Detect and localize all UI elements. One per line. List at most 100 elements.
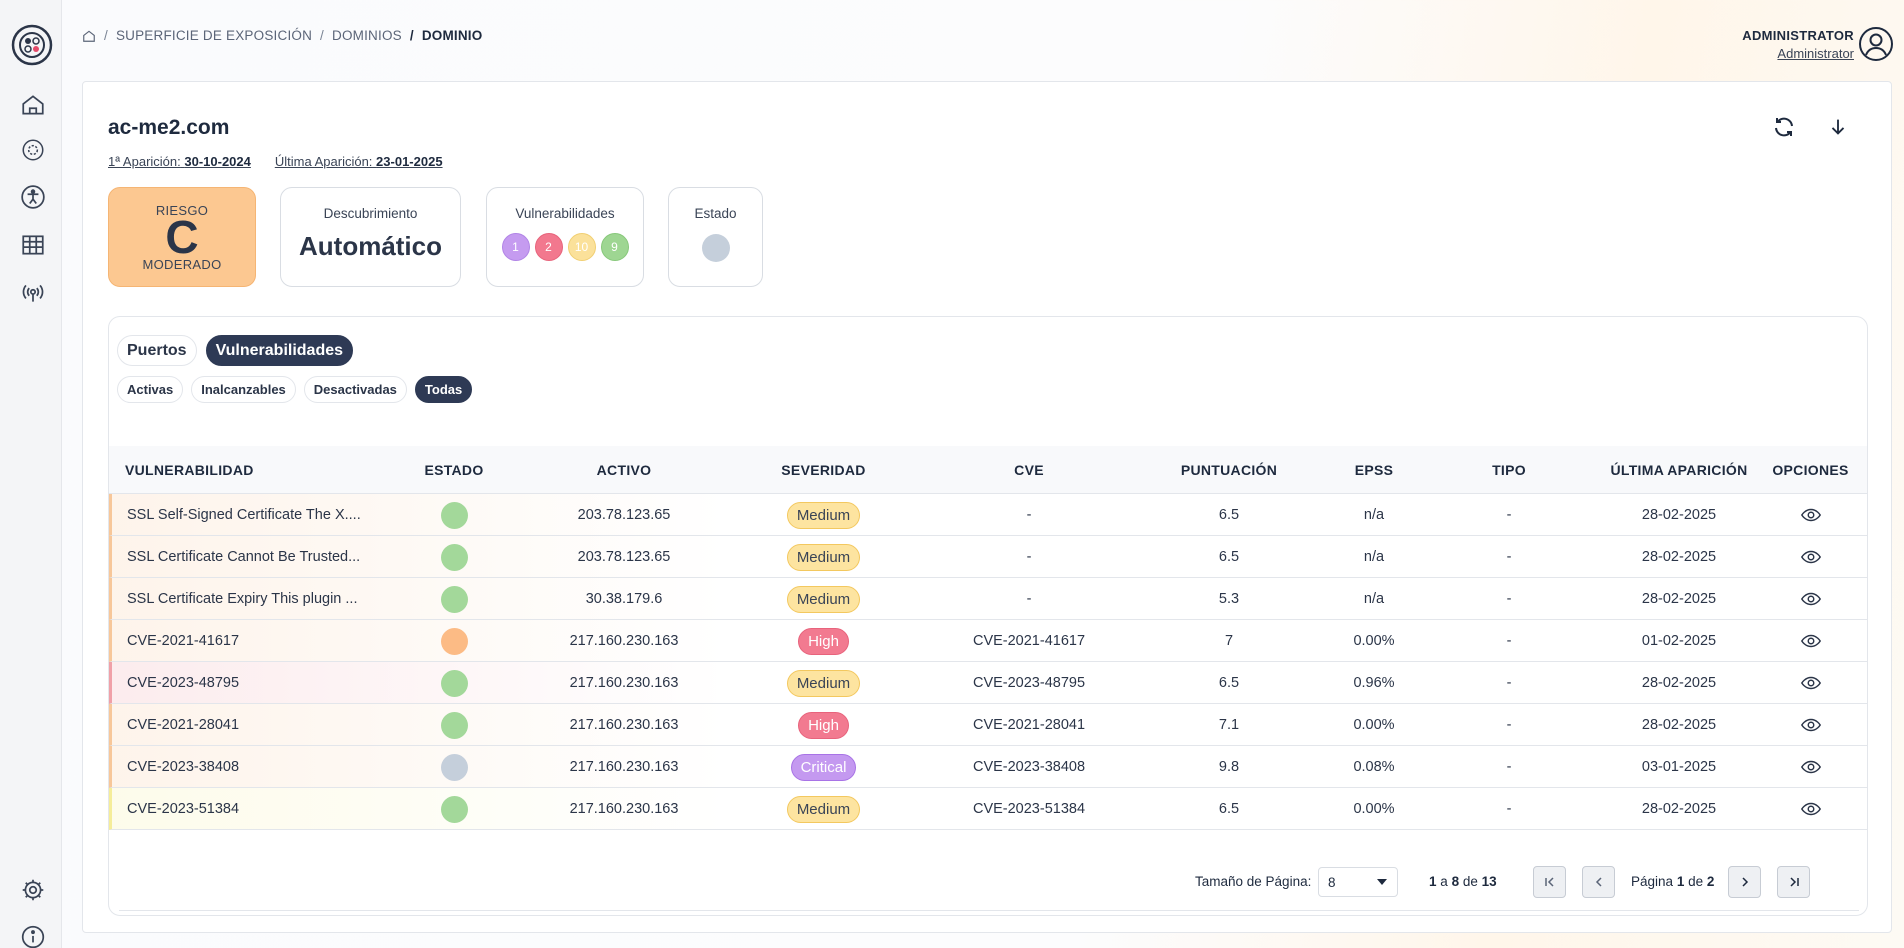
table-cell — [399, 788, 509, 830]
next-page-icon[interactable] — [1728, 866, 1761, 898]
eye-icon[interactable] — [1800, 714, 1822, 736]
table-cell — [1763, 620, 1858, 662]
eye-icon[interactable] — [1800, 630, 1822, 652]
page-size-select[interactable]: 8 — [1318, 867, 1398, 897]
accessibility-icon[interactable] — [20, 184, 46, 210]
range-from: 1 — [1429, 874, 1437, 889]
eye-icon[interactable] — [1800, 588, 1822, 610]
eye-icon[interactable] — [1800, 756, 1822, 778]
vulnerability-count-badge: 10 — [567, 233, 596, 261]
column-header: OPCIONES — [1772, 462, 1849, 478]
table-icon[interactable] — [20, 232, 46, 258]
filter-activas[interactable]: Activas — [117, 376, 184, 403]
table-cell — [399, 536, 509, 578]
discovery-label: Descubrimiento — [323, 206, 418, 221]
table-row[interactable]: CVE-2021-28041 217.160.230.163 High CVE-202… — [109, 704, 1867, 746]
user-role-link[interactable]: Administrator — [1777, 46, 1854, 61]
home-icon[interactable] — [20, 92, 46, 118]
domain-card: ac-me2.com 1ª Aparición: 30-10-2024 Últi… — [82, 81, 1892, 933]
first-page-icon[interactable] — [1533, 866, 1566, 898]
table-cell: SSL Self-Signed Certificate The X.... — [127, 507, 361, 523]
refresh-icon[interactable] — [1769, 112, 1799, 142]
tab-bar: Puertos Vulnerabilidades — [117, 335, 354, 366]
table-row[interactable]: CVE-2023-51384 217.160.230.163 Medium CVE-2… — [109, 788, 1867, 830]
info-icon[interactable] — [20, 924, 46, 948]
breadcrumb-exposure-surface[interactable]: SUPERFICIE DE EXPOSICIÓN — [115, 28, 313, 43]
column-header: PUNTUACIÓN — [1180, 462, 1278, 478]
eye-icon[interactable] — [1800, 798, 1822, 820]
eye-icon[interactable] — [1800, 504, 1822, 526]
vulnerability-count-badge: 2 — [534, 233, 563, 261]
range-de: de — [1462, 874, 1478, 889]
table-row[interactable]: SSL Certificate Cannot Be Trusted... 203.… — [109, 536, 1867, 578]
table-row[interactable]: CVE-2021-41617 217.160.230.163 High CVE-202… — [109, 620, 1867, 662]
first-seen: 1ª Aparición: 30-10-2024 — [108, 154, 251, 169]
table-cell: n/a — [1363, 591, 1385, 607]
user-info: ADMINISTRATOR Administrator — [1742, 28, 1854, 61]
table-cell — [1763, 704, 1858, 746]
table-cell: - — [1506, 633, 1512, 649]
vulnerabilities-panel: Puertos Vulnerabilidades Activas Inalcanza… — [108, 316, 1868, 916]
card-actions — [1769, 112, 1853, 142]
filter-inalcanzables[interactable]: Inalcanzables — [191, 376, 296, 403]
last-seen-label: Última Aparición: — [274, 154, 373, 169]
broadcast-icon[interactable] — [20, 280, 46, 306]
column-header: ÚLTIMA APARICIÓN — [1610, 462, 1748, 478]
table-row[interactable]: SSL Certificate Expiry This plugin ... 30… — [109, 578, 1867, 620]
last-seen: Última Aparición: 23-01-2025 — [275, 154, 443, 169]
table-cell: Medium — [732, 788, 915, 830]
column-header: ESTADO — [424, 462, 484, 478]
table-row[interactable]: CVE-2023-48795 217.160.230.163 Medium CVE-2… — [109, 662, 1867, 704]
table-cell: 203.78.123.65 — [577, 549, 671, 565]
breadcrumb-current: DOMINIO — [421, 28, 483, 43]
table-cell: - — [1026, 591, 1032, 607]
table-cell: - — [1506, 591, 1512, 607]
table-cell: 30.38.179.6 — [585, 591, 663, 607]
home-crumb-icon[interactable] — [82, 29, 96, 43]
table-cell: High — [732, 620, 915, 662]
app-logo[interactable] — [11, 24, 53, 66]
tab-vulnerabilidades[interactable]: Vulnerabilidades — [205, 335, 354, 366]
avatar-icon[interactable] — [1858, 26, 1894, 62]
eye-icon[interactable] — [1800, 546, 1822, 568]
settings-icon[interactable] — [20, 877, 46, 903]
download-icon[interactable] — [1823, 112, 1853, 142]
caret-down-icon — [1377, 879, 1387, 885]
table-row[interactable]: CVE-2023-38408 217.160.230.163 Critical CVE… — [109, 746, 1867, 788]
table-cell: CVE-2023-38408 — [972, 759, 1086, 775]
page-label: Página — [1631, 874, 1674, 889]
filter-desactivadas[interactable]: Desactivadas — [303, 376, 407, 403]
table-cell: High — [732, 704, 915, 746]
table-cell: - — [1506, 759, 1512, 775]
user-name: ADMINISTRATOR — [1742, 28, 1854, 43]
eye-icon[interactable] — [1800, 672, 1822, 694]
target-icon[interactable] — [20, 137, 46, 163]
pagination: Tamaño de Página: 8 1 a 8 de 13 Página 1… — [109, 865, 1867, 899]
table-cell: n/a — [1363, 549, 1385, 565]
table-cell: CVE-2021-41617 — [127, 633, 240, 649]
estado-status-dot — [701, 234, 730, 262]
page-de: de — [1688, 874, 1704, 889]
current-page: 1 — [1676, 874, 1685, 889]
table-cell: CVE-2023-38408 — [127, 759, 240, 775]
table-cell — [1763, 578, 1858, 620]
table-cell — [399, 662, 509, 704]
table-cell: 203.78.123.65 — [577, 507, 671, 523]
vulnerability-count-badge: 1 — [501, 233, 530, 261]
table-cell: 217.160.230.163 — [569, 633, 679, 649]
previous-page-icon[interactable] — [1582, 866, 1615, 898]
table-cell: - — [1026, 507, 1032, 523]
domain-dates: 1ª Aparición: 30-10-2024 Última Aparició… — [108, 154, 443, 169]
table-cell: Medium — [732, 578, 915, 620]
table-row[interactable]: SSL Self-Signed Certificate The X.... 203… — [109, 494, 1867, 536]
vulnerabilities-card: Vulnerabilidades 1 2 10 9 — [486, 187, 644, 287]
table-cell: SSL Certificate Cannot Be Trusted... — [127, 549, 361, 565]
tab-puertos[interactable]: Puertos — [117, 335, 197, 366]
breadcrumb-domains[interactable]: DOMINIOS — [332, 28, 402, 43]
filter-todas[interactable]: Todas — [414, 376, 473, 403]
status-dot — [440, 795, 468, 823]
table-cell: Critical — [732, 746, 915, 788]
last-page-icon[interactable] — [1777, 866, 1810, 898]
table-cell: 03-01-2025 — [1641, 759, 1717, 775]
table-cell: - — [1506, 549, 1512, 565]
